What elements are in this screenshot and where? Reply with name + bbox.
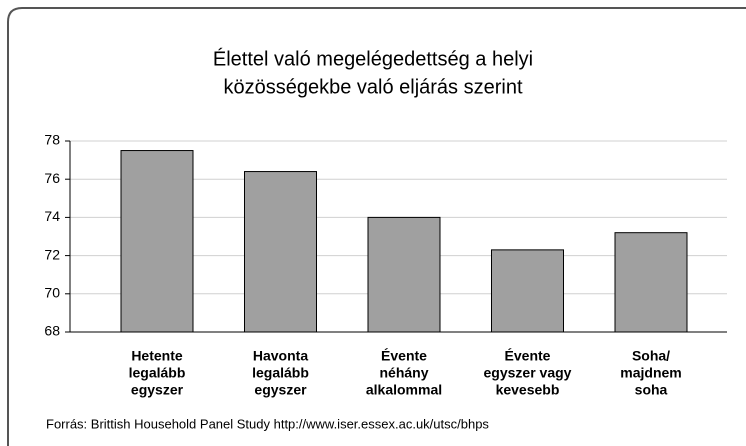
bar <box>120 150 194 333</box>
frame <box>7 7 746 446</box>
x-tick-label: kevesebb <box>496 382 560 398</box>
bar <box>491 249 564 333</box>
x-tick-label: majdnem <box>620 365 681 381</box>
x-tick-label: legalább <box>129 365 186 381</box>
bar <box>244 171 317 333</box>
x-tick-label: néhány <box>379 365 428 381</box>
x-tick-label: egyszer <box>131 382 184 398</box>
x-tick-label: alkalommal <box>366 382 442 398</box>
x-tick-label: Havonta <box>253 348 308 364</box>
y-tick-label: 68 <box>44 323 60 339</box>
x-tick-label: Évente <box>381 348 427 364</box>
x-tick-label: egyszer vagy <box>484 365 572 381</box>
y-tick-label: 70 <box>44 285 60 301</box>
source-note: Forrás: Brittish Household Panel Study h… <box>46 416 489 431</box>
x-tick-label: Évente <box>505 348 551 364</box>
y-tick-label: 74 <box>44 208 60 224</box>
x-tick-label: Soha/ <box>632 348 670 364</box>
x-tick-label: legalább <box>252 365 309 381</box>
y-tick-label: 78 <box>44 132 60 148</box>
bar <box>367 216 441 333</box>
y-tick-label: 76 <box>44 170 60 186</box>
x-tick-label: soha <box>635 382 668 398</box>
y-tick-label: 72 <box>44 246 60 262</box>
bar <box>614 232 688 333</box>
x-tick-label: egyszer <box>254 382 307 398</box>
chart-title: Élettel való megelégedettség a helyi <box>213 47 533 70</box>
x-tick-label: Hetente <box>131 348 183 364</box>
chart-title: közösségekbe való eljárás szerint <box>223 76 522 98</box>
